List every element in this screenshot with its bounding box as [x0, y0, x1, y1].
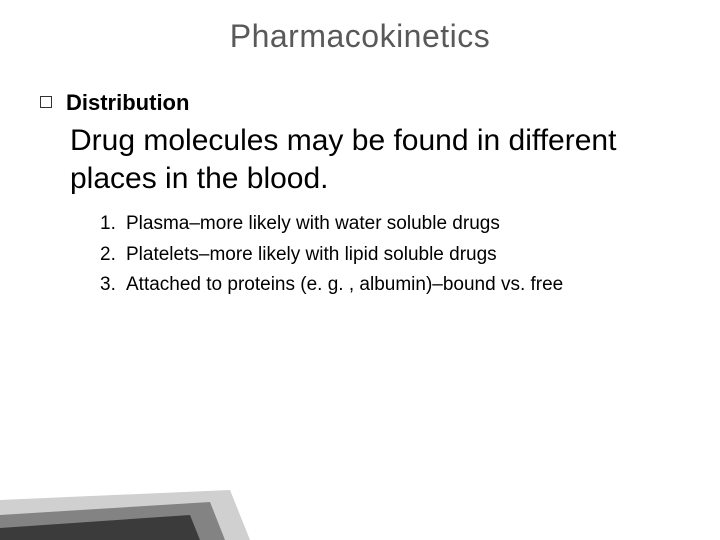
- numbered-list: 1. Plasma–more likely with water soluble…: [100, 210, 670, 302]
- list-number: 3.: [100, 271, 126, 300]
- subtitle-row: Distribution: [40, 90, 189, 116]
- list-item: 2. Platelets–more likely with lipid solu…: [100, 241, 670, 270]
- body-text: Drug molecules may be found in different…: [70, 122, 670, 197]
- list-item: 3. Attached to proteins (e. g. , albumin…: [100, 271, 670, 300]
- square-bullet-icon: [40, 96, 52, 108]
- subtitle-text: Distribution: [66, 90, 189, 116]
- slide: Pharmacokinetics Distribution Drug molec…: [0, 0, 720, 540]
- list-text: Plasma–more likely with water soluble dr…: [126, 210, 500, 239]
- corner-decoration-icon: [0, 460, 720, 540]
- list-item: 1. Plasma–more likely with water soluble…: [100, 210, 670, 239]
- slide-title: Pharmacokinetics: [0, 18, 720, 55]
- list-number: 1.: [100, 210, 126, 239]
- list-text: Attached to proteins (e. g. , albumin)–b…: [126, 271, 563, 300]
- list-text: Platelets–more likely with lipid soluble…: [126, 241, 497, 270]
- list-number: 2.: [100, 241, 126, 270]
